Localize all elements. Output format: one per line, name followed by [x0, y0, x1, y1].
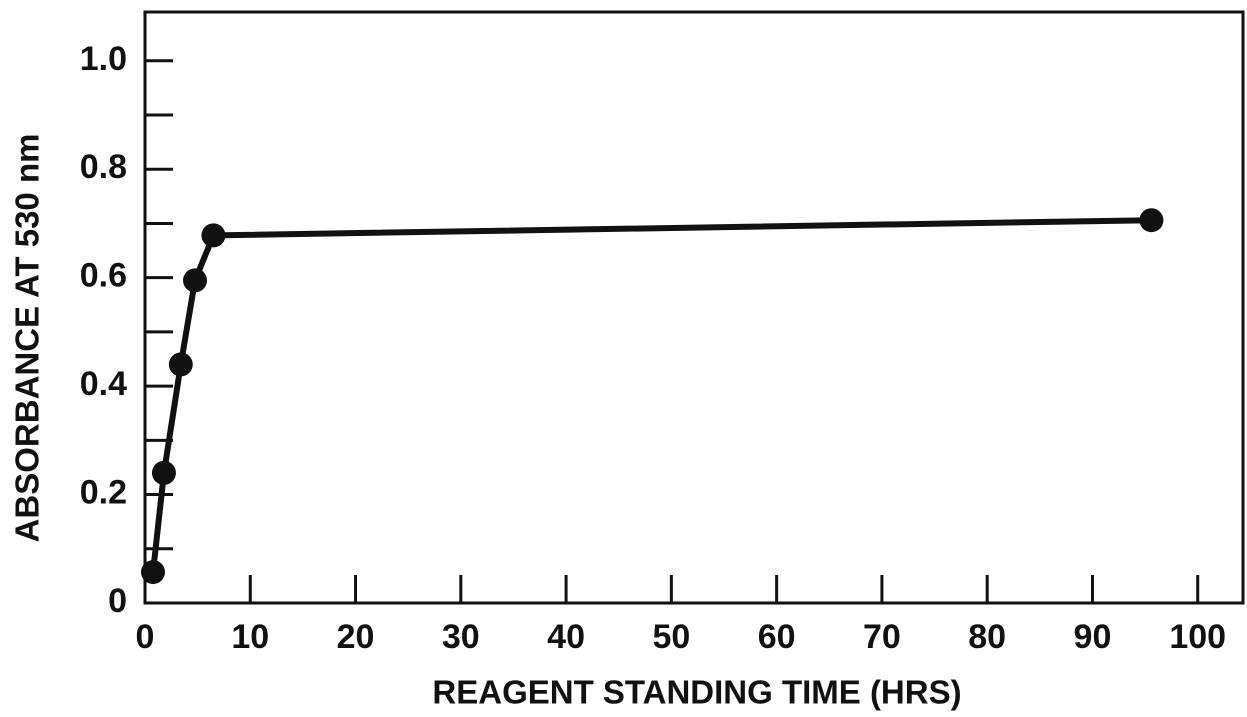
- x-tick-label: 90: [1074, 618, 1112, 656]
- x-tick-label: 80: [968, 618, 1006, 656]
- y-tick-label: 0.2: [80, 474, 127, 512]
- x-tick-label: 0: [136, 618, 155, 656]
- x-tick-label: 70: [863, 618, 901, 656]
- y-tick-label: 1.0: [80, 40, 127, 78]
- data-line: [150, 217, 1152, 573]
- x-axis-title: REAGENT STANDING TIME (HRS): [432, 674, 961, 711]
- y-tick-label: 0.4: [80, 365, 127, 403]
- plot-frame: [143, 10, 1245, 605]
- y-tick-label: 0: [108, 582, 127, 620]
- x-tick-label: 30: [442, 618, 480, 656]
- x-tick-label: 10: [231, 618, 269, 656]
- x-tick-label: 100: [1169, 618, 1226, 656]
- y-tick-label: 0.8: [80, 148, 127, 186]
- x-tick-label: 40: [547, 618, 585, 656]
- y-tick-label: 0.6: [80, 257, 127, 295]
- x-tick-label: 20: [337, 618, 375, 656]
- data-point: [183, 268, 208, 293]
- data-point: [1139, 208, 1164, 233]
- data-point: [168, 352, 193, 377]
- data-point: [151, 460, 176, 485]
- x-tick-label: 50: [652, 618, 690, 656]
- data-point: [141, 560, 166, 585]
- data-point: [201, 223, 226, 248]
- y-axis-title: ABSORBANCE AT 530 nm: [9, 134, 46, 543]
- x-tick-label: 60: [758, 618, 796, 656]
